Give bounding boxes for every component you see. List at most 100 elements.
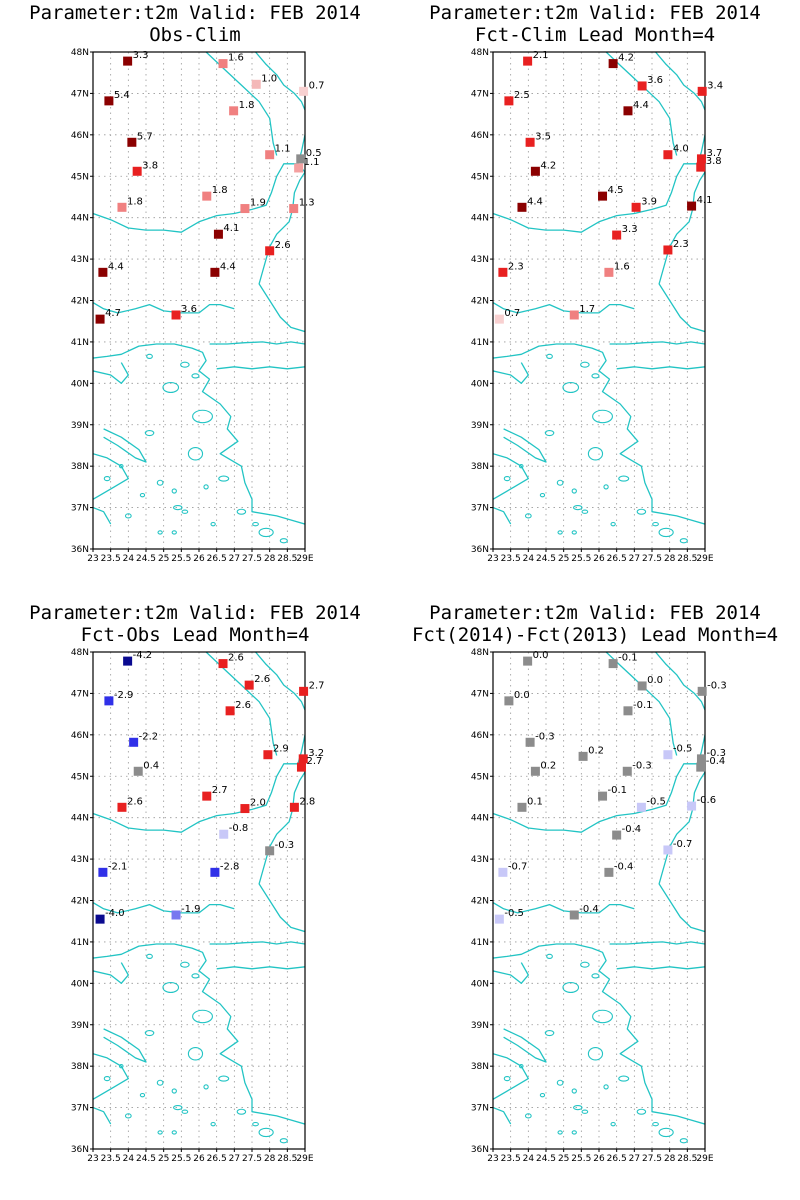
station-value-label: 3.2 bbox=[308, 748, 324, 759]
station-marker bbox=[95, 314, 105, 324]
coastline bbox=[93, 763, 298, 833]
island-outline bbox=[539, 1092, 546, 1098]
island-outline bbox=[162, 381, 180, 393]
station-marker bbox=[578, 751, 588, 761]
island-outline bbox=[146, 953, 153, 960]
coastline-layer bbox=[493, 52, 705, 544]
panel-subtitle: Obs-Clim bbox=[149, 24, 241, 46]
station-marker bbox=[494, 314, 504, 324]
station-marker bbox=[132, 166, 142, 176]
station-marker bbox=[687, 801, 697, 811]
lat-tick-label: 47N bbox=[471, 89, 489, 99]
lon-tick-label: 25 bbox=[158, 554, 169, 564]
island-outline bbox=[591, 373, 600, 379]
station-value-label: 4.5 bbox=[608, 185, 624, 196]
coastline bbox=[493, 362, 529, 384]
lat-tick-label: 42N bbox=[471, 897, 489, 907]
lat-tick-label: 36N bbox=[71, 1145, 89, 1155]
lon-tick-label: 23.5 bbox=[501, 554, 521, 564]
lon-tick-label: 25 bbox=[158, 1154, 169, 1164]
station-value-label: 0.0 bbox=[514, 690, 530, 701]
station-marker bbox=[263, 750, 273, 760]
station-marker bbox=[623, 706, 633, 716]
map-panel-obs-clim: Parameter:t2m Valid: FEB 2014 Obs-Clim 4… bbox=[0, 0, 390, 570]
lat-tick-label: 41N bbox=[71, 938, 89, 948]
station-value-label: 0.7 bbox=[504, 308, 520, 319]
island-outline bbox=[618, 1075, 630, 1082]
station-value-label: 3.6 bbox=[647, 75, 663, 86]
station-value-label: 0.7 bbox=[309, 80, 325, 91]
lat-tick-label: 44N bbox=[471, 214, 489, 224]
island-outline bbox=[573, 1104, 583, 1111]
station-value-label: -0.1 bbox=[633, 700, 653, 711]
lon-tick-label: 27.5 bbox=[242, 1154, 262, 1164]
island-outline bbox=[580, 961, 590, 968]
coastline bbox=[493, 1053, 529, 1100]
station-value-label: 0.4 bbox=[143, 760, 159, 771]
station-value-label: 1.8 bbox=[239, 100, 255, 111]
station-value-label: -4.2 bbox=[133, 650, 153, 661]
island-outline bbox=[124, 513, 132, 519]
island-outline bbox=[591, 973, 600, 979]
station-value-label: 1.3 bbox=[299, 198, 315, 209]
lat-tick-label: 45N bbox=[71, 772, 89, 782]
lat-tick-label: 43N bbox=[471, 855, 489, 865]
station-value-label: -0.3 bbox=[632, 760, 652, 771]
lon-tick-label: 25.5 bbox=[171, 1154, 191, 1164]
lat-tick-label: 42N bbox=[471, 297, 489, 307]
station-value-label: 4.1 bbox=[223, 223, 239, 234]
lon-tick-label: 27.5 bbox=[242, 554, 262, 564]
station-marker bbox=[251, 79, 261, 89]
lon-tick-label: 26 bbox=[593, 554, 605, 564]
lon-tick-label: 29E bbox=[696, 1154, 713, 1164]
station-marker bbox=[498, 267, 508, 277]
lat-tick-label: 41N bbox=[471, 338, 489, 348]
coastline bbox=[493, 343, 611, 380]
station-value-label: -0.6 bbox=[697, 795, 717, 806]
station-marker bbox=[202, 191, 212, 201]
station-value-label: -0.7 bbox=[673, 839, 693, 850]
station-value-label: 1.8 bbox=[212, 185, 228, 196]
station-marker bbox=[663, 750, 673, 760]
island-outline bbox=[118, 463, 124, 469]
island-outline bbox=[557, 1130, 563, 1135]
lat-tick-label: 36N bbox=[471, 1145, 489, 1155]
map-grid bbox=[493, 652, 705, 1149]
island-outline bbox=[252, 1121, 259, 1127]
station-marker bbox=[696, 762, 706, 772]
island-outline bbox=[187, 446, 204, 461]
station-marker bbox=[687, 201, 697, 211]
coastline bbox=[655, 52, 705, 111]
station-layer: 2.1 4.2 3.6 3.4 2.5 4.4 3.5 4.0 3.73.8 4.2 4.5 4.4 3… bbox=[494, 50, 723, 324]
station-value-label: -2.9 bbox=[114, 690, 134, 701]
lat-tick-label: 46N bbox=[471, 131, 489, 141]
coastline bbox=[93, 1106, 112, 1125]
lon-tick-label: 23.5 bbox=[101, 1154, 121, 1164]
lat-tick-label: 44N bbox=[71, 814, 89, 824]
island-outline bbox=[139, 1092, 146, 1098]
island-outline bbox=[524, 1113, 532, 1119]
station-map: 48N47N46N45N44N43N42N41N40N39N38N37N36N2… bbox=[71, 48, 325, 564]
coastline bbox=[493, 1106, 512, 1125]
station-value-label: 4.4 bbox=[108, 261, 124, 272]
coastline bbox=[601, 378, 705, 525]
station-marker bbox=[171, 910, 181, 920]
station-value-label: 4.2 bbox=[618, 53, 634, 64]
lon-tick-label: 25.5 bbox=[571, 554, 591, 564]
coastline bbox=[93, 1053, 129, 1100]
coastline bbox=[503, 1028, 547, 1063]
island-outline bbox=[118, 1063, 124, 1069]
lon-tick-label: 25.5 bbox=[571, 1154, 591, 1164]
station-value-label: 1.9 bbox=[250, 198, 266, 209]
station-value-label: -0.8 bbox=[229, 823, 249, 834]
station-marker bbox=[622, 766, 632, 776]
lon-tick-label: 25.5 bbox=[171, 554, 191, 564]
station-marker bbox=[569, 310, 579, 320]
island-outline bbox=[544, 429, 555, 437]
island-outline bbox=[603, 484, 609, 490]
station-value-label: -0.5 bbox=[504, 908, 524, 919]
station-marker bbox=[219, 829, 229, 839]
station-marker bbox=[225, 706, 235, 716]
station-value-label: -0.4 bbox=[706, 756, 726, 767]
coastline bbox=[93, 506, 112, 525]
